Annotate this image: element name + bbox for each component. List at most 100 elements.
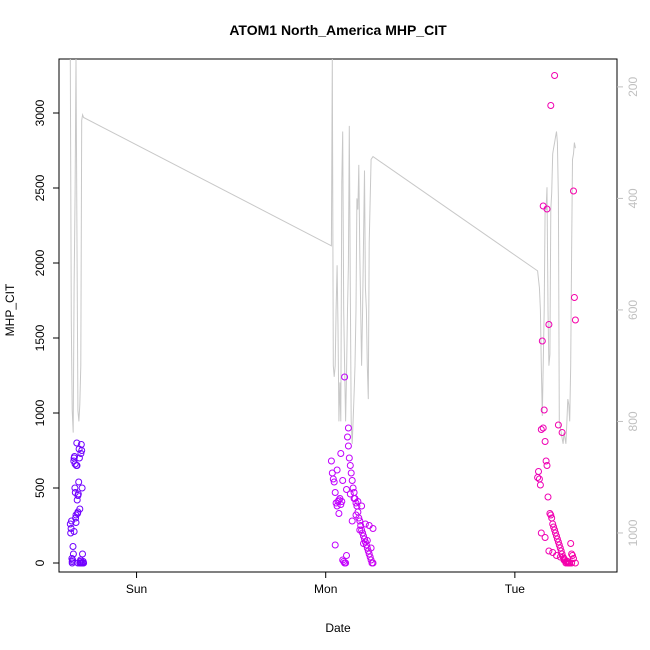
plot-area-border	[58, 58, 618, 573]
data-point	[344, 442, 352, 450]
y2-tick-label: 200	[626, 77, 640, 97]
data-point	[535, 475, 543, 483]
data-point	[369, 525, 377, 532]
data-point	[339, 477, 347, 484]
data-point	[333, 466, 341, 474]
data-point	[331, 541, 339, 549]
data-point	[544, 493, 552, 501]
data-point	[361, 520, 369, 528]
data-point	[356, 526, 364, 534]
data-point	[79, 550, 86, 558]
data-point	[70, 528, 78, 535]
y2-tick-label: 400	[626, 188, 640, 208]
data-point	[564, 558, 572, 565]
y-tick-label: 3000	[33, 99, 47, 126]
y2-tick-label: 1000	[626, 519, 640, 546]
data-point	[75, 454, 83, 462]
data-point	[536, 481, 544, 489]
y-tick-label: 2000	[33, 249, 47, 276]
data-point	[550, 523, 558, 531]
y-tick-label: 500	[33, 478, 47, 498]
data-point	[67, 529, 75, 537]
data-point	[570, 555, 577, 562]
data-point	[347, 469, 355, 477]
data-point	[570, 187, 577, 195]
data-point	[77, 450, 85, 457]
data-point	[547, 102, 555, 109]
data-point	[555, 541, 563, 549]
y-tick-label: 1000	[33, 399, 47, 426]
data-point	[72, 519, 80, 526]
data-point	[566, 559, 574, 567]
data-point	[327, 457, 335, 465]
y-tick-label: 0	[33, 559, 47, 566]
data-point	[340, 558, 348, 565]
x-axis: Sun Mon Tue	[126, 572, 525, 596]
data-point	[78, 484, 86, 492]
data-point	[537, 529, 545, 537]
data-point	[360, 532, 367, 540]
data-point	[337, 450, 345, 457]
data-point	[352, 499, 360, 507]
data-point	[538, 337, 546, 345]
data-point	[345, 454, 353, 462]
data-point	[568, 550, 576, 558]
data-point	[542, 457, 550, 465]
data-point	[346, 462, 354, 469]
data-point	[553, 552, 560, 559]
data-point	[369, 559, 377, 567]
data-point	[354, 498, 362, 505]
data-point	[363, 544, 371, 552]
data-point	[569, 552, 576, 559]
data-point	[543, 205, 551, 213]
data-point	[541, 534, 549, 541]
data-point	[543, 462, 551, 469]
data-point	[69, 550, 77, 558]
data-point	[346, 490, 354, 498]
data-point	[547, 511, 555, 519]
y-axis: 0 500 1000 1500 2000 2500 3000	[33, 99, 59, 566]
data-point	[363, 537, 371, 544]
data-point	[75, 478, 83, 486]
data-point	[567, 540, 575, 547]
series-line	[69, 58, 576, 444]
data-point	[540, 406, 548, 414]
data-point	[365, 550, 373, 558]
data-point	[73, 439, 81, 447]
data-point	[335, 510, 343, 517]
data-point	[562, 559, 570, 567]
data-point	[349, 484, 357, 492]
data-point	[71, 484, 79, 492]
series-line-layer	[69, 58, 576, 444]
data-point	[344, 424, 352, 432]
data-point	[78, 447, 86, 454]
data-point	[343, 486, 350, 493]
data-point	[537, 426, 545, 433]
y-tick-label: 1500	[33, 324, 47, 351]
data-point	[344, 433, 351, 441]
data-point	[541, 438, 549, 445]
data-point	[570, 294, 578, 301]
x-tick-label: Mon	[314, 582, 337, 596]
data-point	[551, 72, 559, 79]
data-point	[341, 373, 349, 381]
y-axis-label: MHP_CIT	[3, 283, 17, 336]
data-point	[358, 502, 366, 510]
data-point	[73, 462, 81, 469]
data-point	[545, 547, 553, 555]
data-point	[348, 477, 356, 484]
x-axis-label: Date	[325, 621, 351, 635]
data-point	[367, 544, 375, 552]
data-point	[342, 559, 350, 567]
data-point	[77, 559, 85, 567]
data-point	[552, 529, 559, 537]
x-tick-label: Sun	[126, 582, 147, 596]
data-point	[76, 505, 84, 513]
chart-title: ATOM1 North_America MHP_CIT	[229, 22, 447, 38]
data-point	[546, 510, 554, 517]
data-point	[361, 538, 369, 546]
data-point	[343, 552, 350, 559]
data-point	[338, 498, 346, 505]
data-point	[553, 535, 561, 543]
